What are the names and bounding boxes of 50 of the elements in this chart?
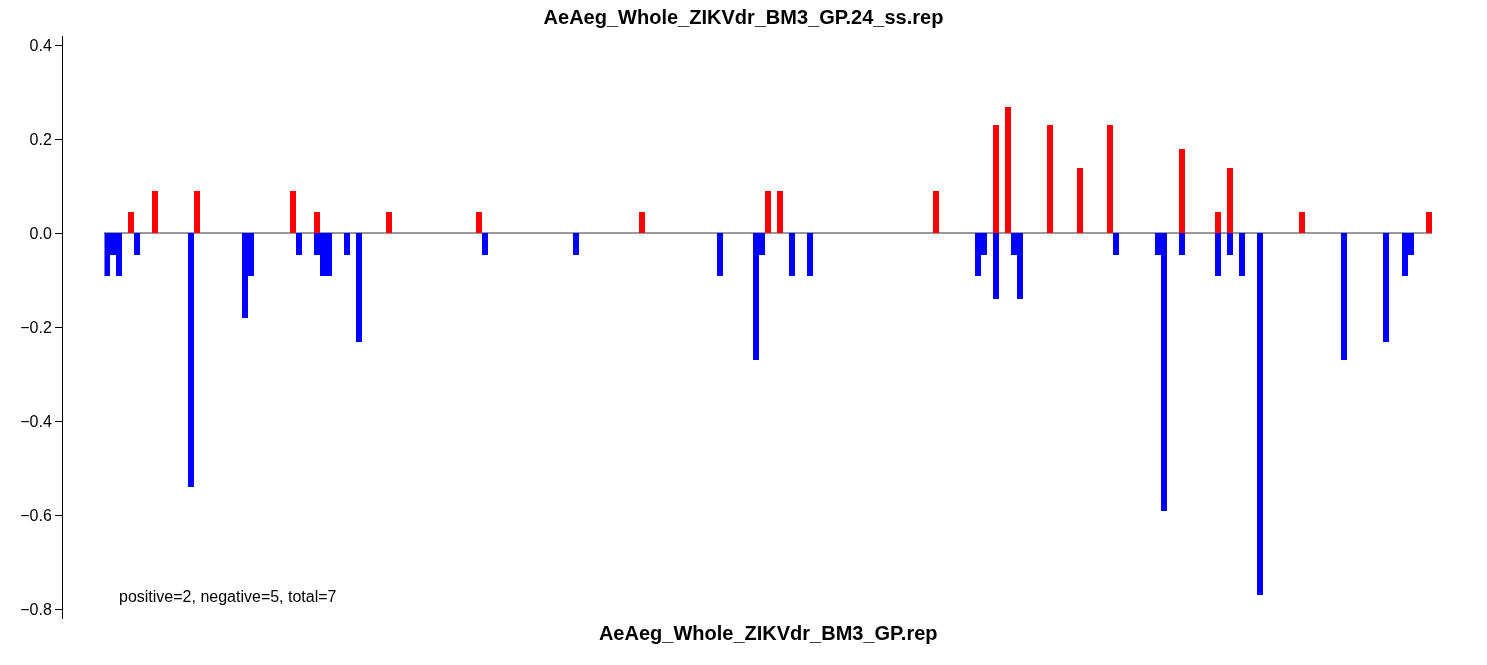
bar bbox=[290, 191, 297, 233]
bar bbox=[1047, 125, 1054, 233]
bar bbox=[356, 233, 363, 342]
bar bbox=[777, 191, 784, 233]
y-tick-label: −0.6 bbox=[20, 507, 52, 525]
bar bbox=[128, 212, 135, 233]
bar bbox=[476, 212, 483, 233]
x-axis-title: AeAeg_Whole_ZIKVdr_BM3_GP.rep bbox=[598, 621, 938, 644]
bar bbox=[1239, 233, 1246, 276]
bar bbox=[482, 233, 489, 255]
bar bbox=[314, 212, 321, 233]
bar bbox=[1426, 212, 1432, 233]
bar bbox=[573, 233, 580, 255]
annotation: positive=2, negative=5, total=7 bbox=[119, 588, 337, 605]
bar bbox=[1299, 212, 1306, 233]
bar bbox=[1227, 168, 1234, 233]
bar bbox=[1257, 233, 1264, 595]
bar bbox=[194, 191, 201, 233]
bar bbox=[1341, 233, 1348, 360]
y-tick-label: 0.0 bbox=[29, 225, 52, 243]
y-tick-label: 0.4 bbox=[29, 37, 52, 54]
bar bbox=[134, 233, 141, 255]
bar bbox=[1179, 233, 1186, 255]
bar bbox=[639, 212, 646, 233]
bar bbox=[1113, 233, 1120, 255]
bar bbox=[386, 212, 393, 233]
bar bbox=[765, 191, 772, 233]
bar bbox=[1107, 125, 1114, 233]
bar bbox=[789, 233, 796, 276]
bar bbox=[1383, 233, 1390, 342]
bar bbox=[188, 233, 195, 487]
bar bbox=[1215, 233, 1222, 276]
y-tick-label: −0.2 bbox=[20, 319, 52, 337]
bar bbox=[152, 191, 159, 233]
y-tick-label: −0.8 bbox=[20, 601, 52, 619]
bar bbox=[1179, 149, 1186, 233]
bar bbox=[993, 125, 1000, 233]
y-tick-label: 0.2 bbox=[29, 131, 52, 149]
bar bbox=[344, 233, 351, 255]
bar bbox=[1215, 212, 1222, 233]
bar bbox=[1077, 168, 1084, 233]
bar bbox=[807, 233, 814, 276]
bar bbox=[933, 191, 940, 233]
bar bbox=[296, 233, 303, 255]
bar bbox=[717, 233, 724, 276]
y-tick-label: −0.4 bbox=[20, 413, 52, 431]
bar bbox=[1227, 233, 1234, 255]
chart-title: AeAeg_Whole_ZIKVdr_BM3_GP.24_ss.rep bbox=[543, 5, 944, 28]
bar bbox=[1005, 107, 1012, 233]
bar bbox=[993, 233, 1000, 299]
